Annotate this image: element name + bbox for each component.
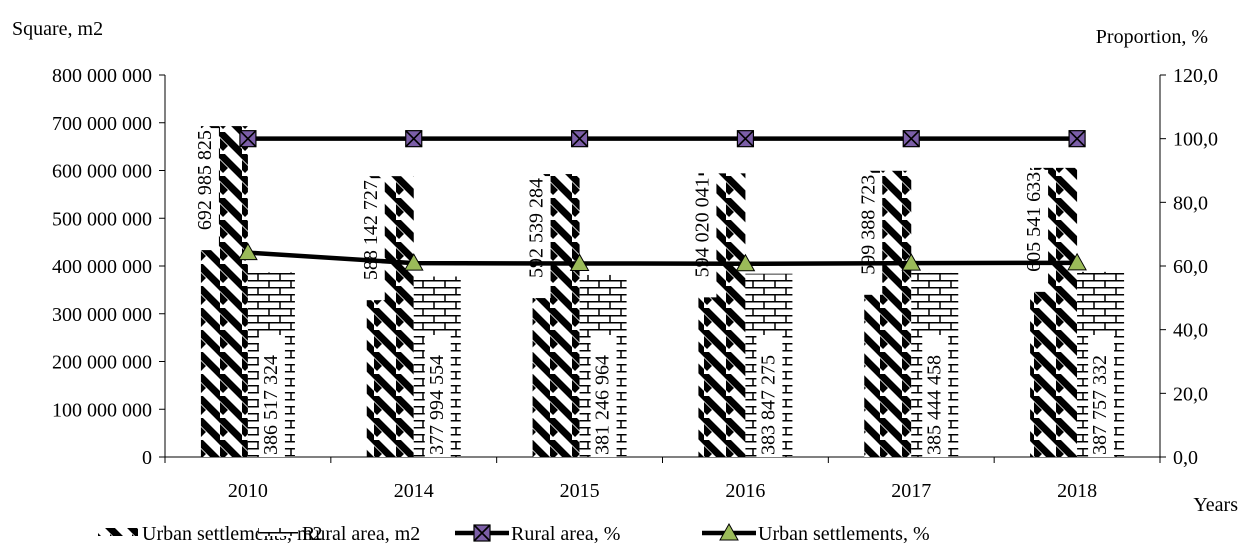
marker-rural-pct-cross (902, 130, 920, 148)
left-tick-label: 200 000 000 (52, 352, 152, 374)
x-tick-label: 2018 (1057, 480, 1097, 502)
marker-urban-pct (238, 242, 258, 261)
data-label-urban-m2: 594 020 041 (690, 175, 717, 298)
data-label-rural-m2: 383 847 275 (756, 335, 783, 457)
marker-urban-pct (901, 253, 922, 271)
right-axis-ticks: 0,0 20,0 40,0 60,0 80,0 100,0 120,0 (1160, 65, 1218, 469)
legend-item: Rural area, % (455, 523, 620, 545)
data-label-rural-m2: 385 444 458 (922, 335, 949, 457)
data-label-urban-m2: 588 142 727 (358, 178, 385, 301)
right-tick-label: 100,0 (1173, 129, 1218, 151)
right-tick-label: 120,0 (1173, 65, 1218, 87)
svg-text:385 444 458: 385 444 458 (923, 355, 945, 455)
left-tick-label: 500 000 000 (52, 208, 152, 230)
data-label-rural-m2: 386 517 324 (258, 335, 285, 457)
legend-swatch (258, 528, 298, 536)
svg-text:387 757 332: 387 757 332 (1089, 355, 1111, 455)
data-label-urban-m2: 605 541 633 (1022, 169, 1049, 292)
x-axis-title: Years (1193, 494, 1238, 516)
marker-rural-pct-cross (571, 130, 589, 148)
marker-rural-pct-cross (405, 130, 423, 148)
svg-text:592 539 284: 592 539 284 (526, 178, 548, 278)
right-tick-label: 0,0 (1173, 447, 1198, 469)
left-tick-label: 800 000 000 (52, 65, 152, 87)
left-axis-ticks: 0 100 000 000 200 000 000 300 000 000 400 00… (52, 65, 165, 469)
line-series (238, 130, 1087, 272)
data-label-urban-m2: 592 539 284 (524, 176, 551, 299)
svg-text:381 246 964: 381 246 964 (592, 355, 614, 455)
left-tick-label: 400 000 000 (52, 256, 152, 278)
marker-rural-pct-cross (736, 130, 754, 148)
right-tick-label: 40,0 (1173, 320, 1208, 342)
svg-text:594 020 041: 594 020 041 (691, 177, 713, 277)
left-tick-label: 600 000 000 (52, 161, 152, 183)
right-tick-label: 80,0 (1173, 192, 1208, 214)
x-tick-label: 2014 (394, 480, 434, 502)
legend-marker-cross (473, 524, 491, 542)
legend-marker (719, 522, 739, 541)
right-tick-label: 20,0 (1173, 383, 1208, 405)
svg-text:383 847 275: 383 847 275 (757, 355, 779, 455)
legend-label: Urban settlements, % (758, 523, 930, 545)
bars: 692 985 825 588 142 727 592 539 284 594 020… (192, 126, 1125, 458)
x-tick-label: 2017 (891, 480, 931, 502)
x-tick-label: 2016 (725, 480, 765, 502)
right-tick-label: 60,0 (1173, 256, 1208, 278)
legend-label: Rural area, m2 (302, 523, 420, 545)
x-tick-label: 2010 (228, 480, 268, 502)
x-tick-label: 2015 (560, 480, 600, 502)
svg-text:599 388 723: 599 388 723 (857, 175, 879, 275)
svg-text:377 994 554: 377 994 554 (426, 355, 448, 455)
left-tick-label: 700 000 000 (52, 113, 152, 135)
line-urban-pct (247, 250, 1078, 267)
marker-urban-pct (403, 253, 424, 271)
data-label-urban-m2: 692 985 825 (192, 128, 219, 251)
data-label-rural-m2: 381 246 964 (590, 335, 617, 457)
marker-rural-pct-cross (1068, 130, 1086, 148)
data-label-urban-m2: 599 388 723 (856, 172, 883, 295)
legend-label: Rural area, % (511, 523, 620, 545)
x-axis-ticks: 2010 2014 2015 2016 2017 2018 (164, 457, 1161, 502)
marker-rural-pct-cross (239, 130, 257, 148)
legend-item: Rural area, m2 (258, 523, 420, 545)
data-label-rural-m2: 387 757 332 (1088, 335, 1115, 457)
left-tick-label: 300 000 000 (52, 304, 152, 326)
svg-text:386 517 324: 386 517 324 (260, 355, 282, 455)
left-tick-label: 100 000 000 (52, 399, 152, 421)
svg-text:588 142 727: 588 142 727 (360, 180, 382, 280)
marker-urban-pct (1067, 252, 1087, 271)
svg-text:605 541 633: 605 541 633 (1023, 172, 1045, 272)
data-label-rural-m2: 377 994 554 (424, 335, 451, 457)
left-axis-title: Square, m2 (12, 18, 103, 40)
marker-urban-pct (735, 253, 756, 272)
legend-item: Urban settlements, % (702, 522, 930, 545)
left-tick-label: 0 (142, 447, 152, 469)
marker-urban-pct (569, 253, 590, 271)
right-axis-title: Proportion, % (1096, 26, 1208, 48)
svg-text:692 985 825: 692 985 825 (194, 130, 216, 230)
legend-swatch (98, 528, 138, 536)
